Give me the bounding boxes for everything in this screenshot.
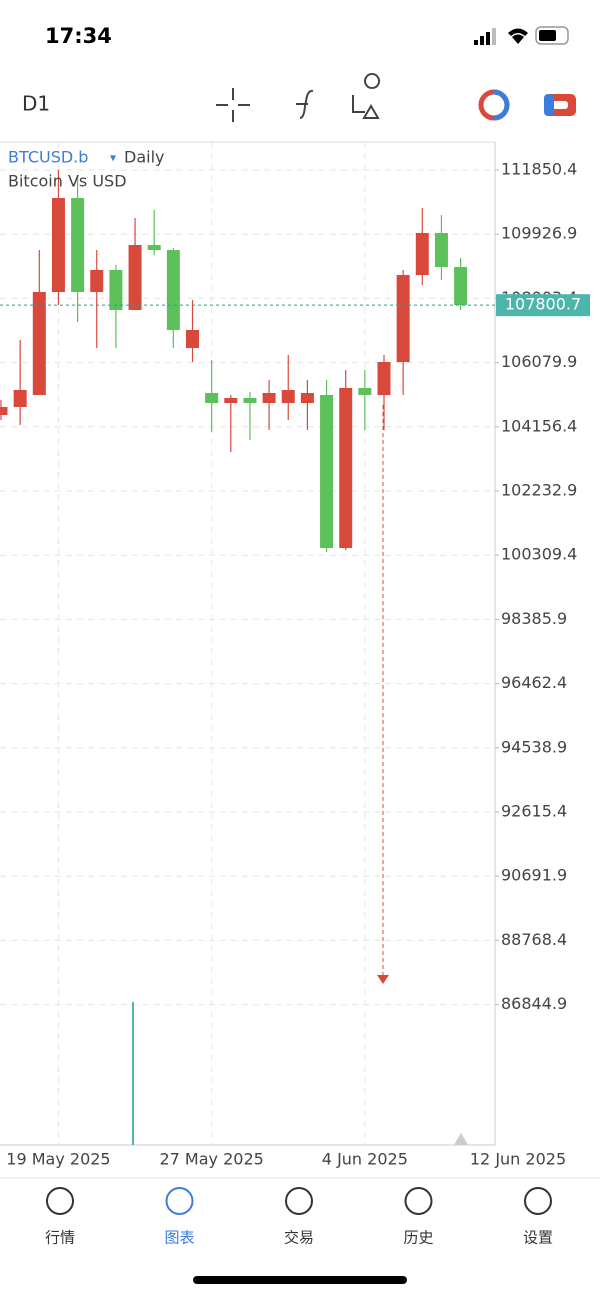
- clock: 17:34: [45, 24, 112, 48]
- tab[interactable]: 图表: [164, 1187, 195, 1247]
- status-icons: [474, 26, 569, 45]
- x-tick-label: 27 May 2025: [159, 1150, 263, 1169]
- candle-body: [166, 250, 180, 331]
- candle-body: [0, 406, 8, 415]
- candle-body: [51, 198, 65, 293]
- tab[interactable]: 历史: [403, 1187, 434, 1247]
- y-tick-label: 102232.9: [501, 481, 577, 500]
- candle-body: [90, 270, 104, 293]
- y-tick-label: 104156.4: [501, 416, 577, 435]
- candle-body: [109, 270, 123, 310]
- dropdown[interactable]: ▾: [110, 151, 116, 165]
- candle-body: [358, 387, 372, 396]
- home-indicator: [193, 1276, 407, 1284]
- candle-body: [434, 232, 448, 268]
- candle-body: [32, 292, 46, 396]
- tab[interactable]: 行情: [45, 1187, 75, 1247]
- tab-label: 行情: [45, 1229, 75, 1247]
- tab-label: 历史: [403, 1229, 433, 1247]
- tab-icon: [404, 1187, 433, 1215]
- symbol[interactable]: BTCUSD.b: [8, 148, 88, 167]
- candle-body: [128, 245, 142, 310]
- tab-icon: [285, 1187, 313, 1215]
- candle-body: [415, 232, 429, 276]
- candle-body: [396, 275, 410, 362]
- axes: 111850.4109926.9108003.4106079.9104156.4…: [0, 159, 590, 1169]
- trade-markers: [132, 405, 468, 1145]
- tab-label: 图表: [164, 1229, 194, 1247]
- price-tag: [496, 294, 590, 317]
- tab-label: 设置: [523, 1229, 553, 1247]
- x-tick-label: 12 Jun 2025: [470, 1150, 566, 1169]
- candle-body: [281, 389, 295, 404]
- period: Daily: [124, 148, 164, 167]
- tab-icon: [46, 1187, 74, 1215]
- timeframe[interactable]: D1: [22, 92, 50, 116]
- candle-body: [377, 361, 391, 396]
- tab-bar: 行情 图表 交易 历史 设置: [45, 1187, 553, 1247]
- candle-body: [205, 393, 219, 404]
- tab-icon: [524, 1187, 552, 1215]
- candle-body: [320, 395, 334, 549]
- candle-body: [243, 398, 257, 404]
- candle-body: [300, 393, 314, 404]
- y-tick-label: 86844.9: [501, 994, 567, 1013]
- candle-body: [13, 389, 27, 407]
- y-tick-label: 98385.9: [501, 609, 567, 628]
- candle-body: [71, 198, 85, 293]
- tab[interactable]: 设置: [523, 1187, 553, 1247]
- candle-body: [339, 387, 353, 549]
- y-tick-label: 106079.9: [501, 352, 577, 371]
- grid: [0, 142, 495, 1145]
- candle-body: [454, 267, 468, 306]
- tab-label: 交易: [284, 1229, 314, 1247]
- tab[interactable]: 交易: [284, 1187, 314, 1247]
- candles: [0, 170, 468, 553]
- y-tick-label: 88768.4: [501, 930, 567, 949]
- y-tick-label: 96462.4: [501, 673, 567, 692]
- y-tick-label: 111850.4: [501, 159, 577, 178]
- price-label: 107800.7: [505, 295, 581, 314]
- y-tick-label: 100309.4: [501, 545, 577, 564]
- x-tick-label: 4 Jun 2025: [322, 1150, 408, 1169]
- y-tick-label: 94538.9: [501, 737, 567, 756]
- x-tick-label: 19 May 2025: [6, 1150, 110, 1169]
- y-tick-label: 109926.9: [501, 224, 577, 243]
- y-tick-label: 90691.9: [501, 866, 567, 885]
- candle-body: [262, 393, 276, 404]
- candle-body: [186, 330, 199, 349]
- y-tick-label: 92615.4: [501, 802, 567, 821]
- candle-body: [147, 245, 161, 251]
- toolbar-icons[interactable]: [216, 73, 576, 122]
- candle-body: [224, 398, 238, 404]
- subtitle: Bitcoin Vs USD: [8, 172, 127, 191]
- tab-icon: [165, 1187, 194, 1215]
